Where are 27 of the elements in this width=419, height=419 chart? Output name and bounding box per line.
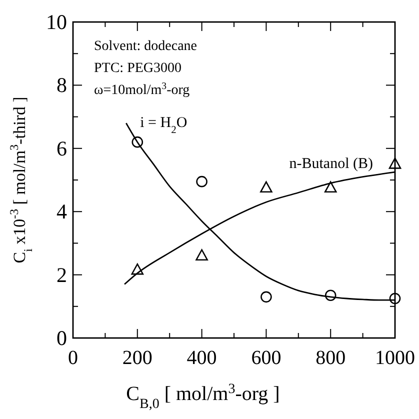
x-tick-label: 400 [186, 347, 217, 369]
point [389, 292, 401, 304]
y-tick-label: 0 [56, 326, 67, 350]
annotation: ω=10mol/m$^{3}$-org [94, 80, 190, 98]
annotation: Solvent: dodecane [94, 39, 198, 54]
y-tick-label: 8 [56, 73, 67, 98]
y-tick-label: 2 [56, 262, 67, 287]
x-tick-label: 1000 [375, 347, 415, 369]
y-tick-label: 4 [56, 200, 68, 224]
point [196, 176, 208, 188]
series-label: n-Butanol (B) [289, 156, 373, 172]
point [324, 181, 337, 193]
point [324, 290, 336, 301]
point [196, 249, 208, 260]
annotation: PTC: PEG3000 [94, 61, 182, 76]
point [131, 263, 144, 275]
x-tick-label: 200 [122, 347, 152, 369]
x-tick-label: 600 [251, 347, 282, 369]
point [132, 136, 144, 148]
series-label: i = H$_{2}$O [140, 115, 188, 136]
point [260, 181, 272, 193]
y-tick-label: 6 [56, 136, 67, 160]
point [388, 158, 402, 169]
x-axis-title: C$_{B,0}$ [ mol/m$^{3}$-org ] [126, 382, 280, 412]
point [260, 291, 272, 303]
x-tick-label: 800 [316, 347, 346, 369]
y-tick-label: 10 [46, 10, 67, 34]
